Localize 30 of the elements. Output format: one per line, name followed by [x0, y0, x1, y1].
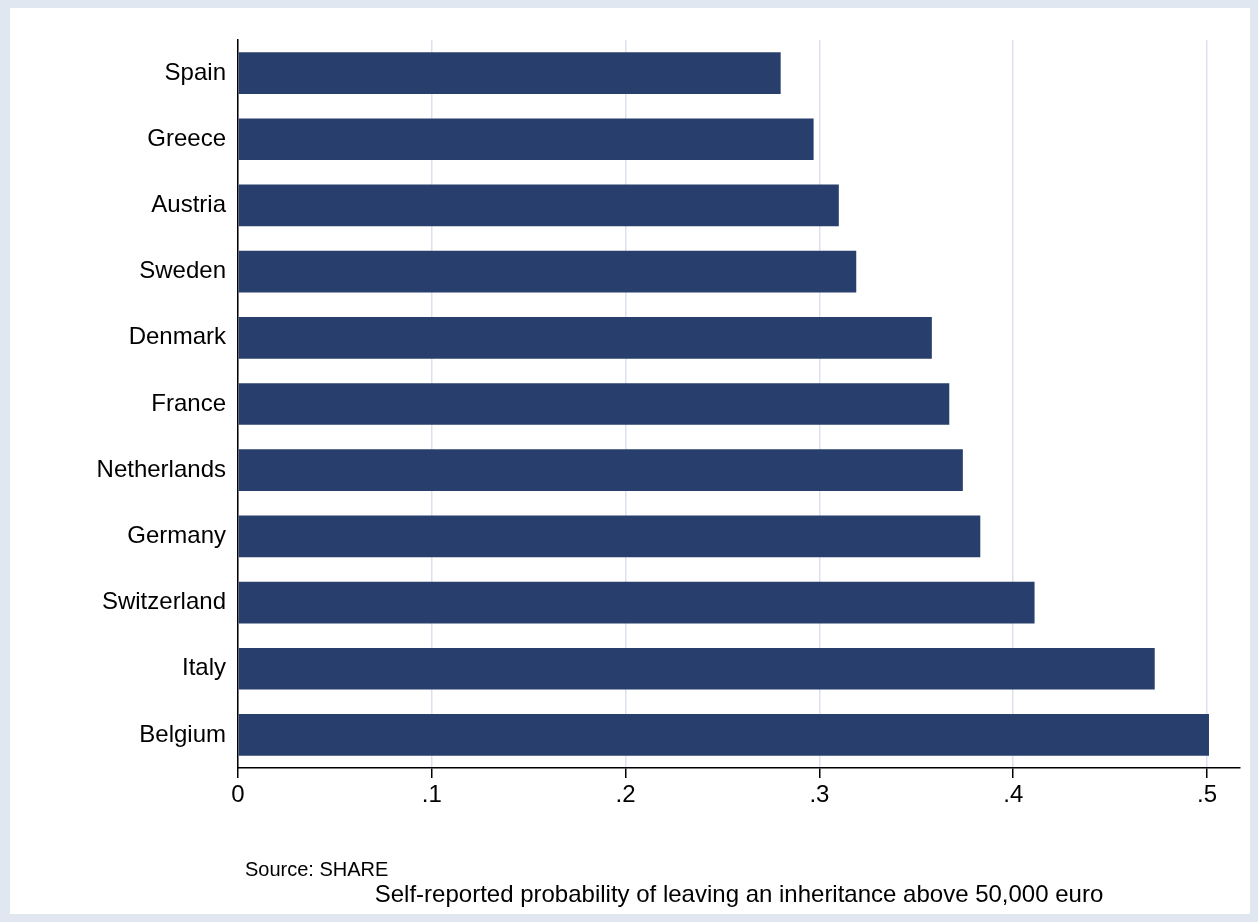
y-tick-label: Austria [151, 190, 227, 218]
bar [238, 383, 950, 425]
y-tick-label: Belgium [139, 719, 226, 747]
x-tick-label: 0 [231, 780, 245, 808]
x-tick-label: .5 [1197, 780, 1218, 808]
bar [238, 515, 981, 558]
bar [238, 714, 1209, 756]
source-note: Source: SHARE [245, 857, 389, 880]
y-tick-label: Netherlands [96, 454, 226, 482]
y-tick-label: France [151, 388, 226, 416]
bar [238, 250, 857, 293]
bar [238, 184, 839, 227]
x-tick-label: .2 [615, 780, 636, 808]
y-tick-label: Denmark [128, 322, 227, 350]
bar [238, 647, 1155, 690]
y-tick-label: Greece [147, 123, 226, 151]
bar [238, 118, 814, 161]
y-tick-label: Sweden [139, 256, 226, 284]
bar [238, 52, 781, 94]
y-tick-label: Spain [164, 57, 226, 85]
y-tick-label: Germany [127, 520, 226, 548]
bar [238, 449, 963, 492]
y-tick-label: Switzerland [101, 587, 226, 615]
x-tick-label: .1 [421, 780, 442, 808]
x-axis-title: Self-reported probability of leaving an inheritance above 50,000 euro [374, 880, 1104, 908]
bar [238, 316, 932, 359]
x-tick-label: .4 [1003, 780, 1024, 808]
bar [238, 581, 1035, 624]
x-tick-label: .3 [809, 780, 830, 808]
y-tick-label: Italy [181, 653, 226, 681]
